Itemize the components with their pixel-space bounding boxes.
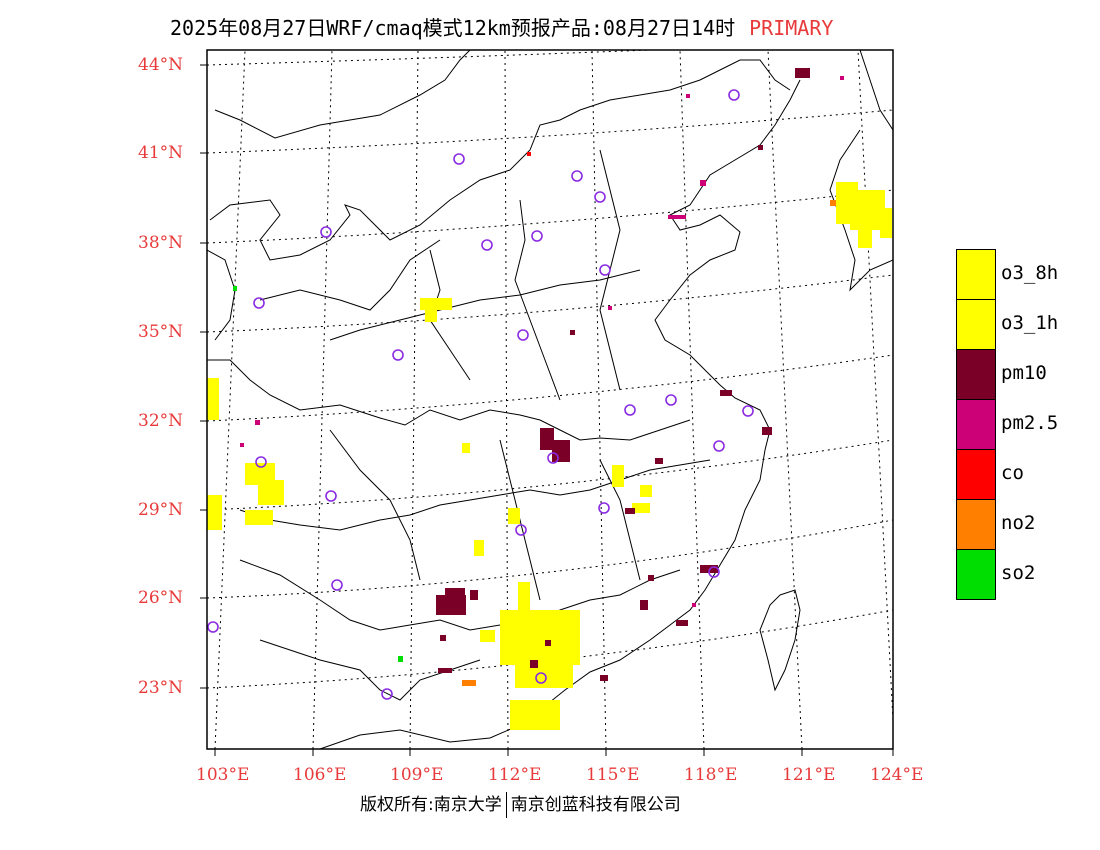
lat-label-29n: 29°N	[138, 500, 184, 520]
lon-label-112e: 112°E	[488, 765, 542, 785]
lon-label-103e: 103°E	[196, 765, 250, 785]
legend-label: pm2.5	[1001, 412, 1059, 434]
map-content	[207, 50, 893, 749]
legend-swatch	[956, 399, 996, 450]
lat-label-26n: 26°N	[138, 588, 184, 608]
no2-patches	[462, 200, 836, 686]
station-markers	[207, 89, 754, 700]
lon-label-118e: 118°E	[684, 765, 738, 785]
copyright-company: 南京创蓝科技有限公司	[510, 795, 681, 815]
title-text: 2025年08月27日WRF/cmaq模式12km预报产品:08月27日14时	[170, 16, 736, 40]
legend-swatch	[956, 499, 996, 550]
pm25-patches	[240, 76, 844, 607]
copyright-owner: 版权所有:南京大学	[360, 795, 502, 815]
lon-label-121e: 121°E	[782, 765, 836, 785]
lat-label-35n: 35°N	[138, 322, 184, 342]
axis-ticks	[200, 64, 894, 756]
legend-swatch	[956, 249, 996, 300]
so2-patches	[233, 286, 403, 662]
lat-label-41n: 41°N	[138, 143, 184, 163]
legend-label: no2	[1001, 512, 1036, 534]
legend-swatch	[956, 349, 996, 400]
legend-swatch	[956, 299, 996, 350]
footer-divider	[505, 792, 507, 818]
lon-label-109e: 109°E	[390, 765, 444, 785]
pm10-patches	[436, 68, 810, 681]
lat-label-23n: 23°N	[138, 678, 184, 698]
lon-label-124e: 124°E	[870, 765, 924, 785]
boundaries	[207, 50, 893, 749]
lat-label-38n: 38°N	[138, 233, 184, 253]
lon-label-115e: 115°E	[586, 765, 640, 785]
legend-label: o3_8h	[1001, 262, 1059, 284]
graticule-lines	[207, 50, 893, 749]
copyright-footer: 版权所有:南京大学 南京创蓝科技有限公司	[360, 790, 681, 818]
lon-label-106e: 106°E	[293, 765, 347, 785]
legend-swatch	[956, 449, 996, 500]
map-frame	[206, 49, 894, 750]
title-tag: PRIMARY	[749, 16, 834, 40]
o3-patches	[207, 182, 892, 730]
lat-label-32n: 32°N	[138, 411, 184, 431]
legend-label: o3_1h	[1001, 312, 1059, 334]
legend-label: so2	[1001, 562, 1036, 584]
legend-label: co	[1001, 462, 1024, 484]
legend-swatch	[956, 549, 996, 600]
lat-label-44n: 44°N	[138, 55, 184, 75]
map-title: 2025年08月27日WRF/cmaq模式12km预报产品:08月27日14时 P…	[170, 12, 833, 41]
legend-label: pm10	[1001, 362, 1047, 384]
co-patches	[527, 152, 531, 156]
